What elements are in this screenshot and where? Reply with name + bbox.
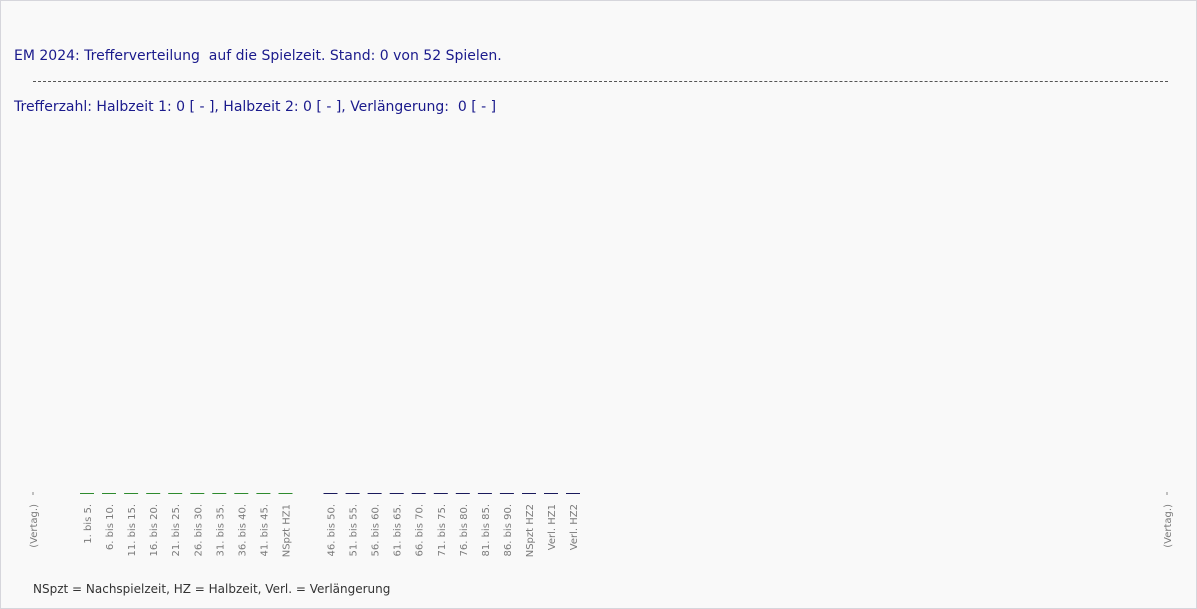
bar-18 — [477, 493, 492, 494]
bar-12 — [345, 493, 360, 494]
chart-title: EM 2024: Trefferverteilung auf die Spiel… — [14, 48, 502, 64]
category-tick-label: 26. bis 30. — [193, 504, 204, 557]
category-tick-label: 76. bis 80. — [459, 504, 470, 557]
category-tick-label: 46. bis 50. — [327, 504, 338, 557]
category-tick-label: 1. bis 5. — [83, 504, 94, 544]
bar-3 — [124, 493, 139, 494]
category-tick-label: NSpzt HZ1 — [282, 504, 293, 557]
category-tick-label: 6. bis 10. — [105, 504, 116, 550]
bar-21 — [544, 493, 558, 494]
bar-2 — [102, 493, 116, 494]
abbreviation-footnote: NSpzt = Nachspielzeit, HZ = Halbzeit, Ve… — [33, 582, 391, 596]
category-tick-label: 56. bis 60. — [371, 504, 382, 557]
category-tick-label: 61. bis 65. — [393, 504, 404, 557]
bar-17 — [455, 493, 470, 494]
bar-4 — [146, 493, 161, 494]
bar-20 — [522, 493, 536, 494]
category-tick-label: 11. bis 15. — [127, 504, 138, 557]
category-tick-label: 41. bis 45. — [259, 504, 270, 557]
category-tick-label: 71. bis 75. — [437, 504, 448, 557]
category-tick-label: 31. bis 35. — [215, 504, 226, 557]
bar-22 — [566, 493, 580, 494]
category-tick-label: Verl. HZ1 — [547, 504, 558, 550]
bar-6 — [190, 493, 205, 494]
edge-label: (Vertag.) — [29, 504, 40, 548]
category-tick-label: Verl. HZ2 — [569, 504, 580, 550]
category-tick-label: 36. bis 40. — [237, 504, 248, 557]
bar-14 — [389, 493, 404, 494]
bar-19 — [499, 493, 514, 494]
bar-10 — [278, 493, 293, 494]
category-tick-label: 66. bis 70. — [415, 504, 426, 557]
category-tick-label: 51. bis 55. — [349, 504, 360, 557]
category-tick-label: NSpzt HZ2 — [525, 504, 536, 557]
max-value-line — [33, 81, 1168, 82]
category-tick-label: 16. bis 20. — [149, 504, 160, 557]
category-tick-label: 86. bis 90. — [503, 504, 514, 557]
bar-1 — [80, 493, 94, 494]
goal-count-summary: Trefferzahl: Halbzeit 1: 0 [ - ], Halbze… — [14, 99, 497, 115]
category-tick-label: 21. bis 25. — [171, 504, 182, 557]
edge-label: (Vertag.) — [1163, 504, 1174, 548]
category-tick-label: 81. bis 85. — [481, 504, 492, 557]
chart-header: EM 2024: Trefferverteilung auf die Spiel… — [14, 14, 502, 150]
bar-5 — [168, 493, 183, 494]
bar-9 — [256, 493, 271, 494]
bar-13 — [367, 493, 382, 494]
bar-11 — [323, 493, 338, 494]
bar-8 — [234, 493, 249, 494]
bar-15 — [411, 493, 426, 494]
bar-7 — [212, 493, 227, 494]
bar-16 — [433, 493, 448, 494]
